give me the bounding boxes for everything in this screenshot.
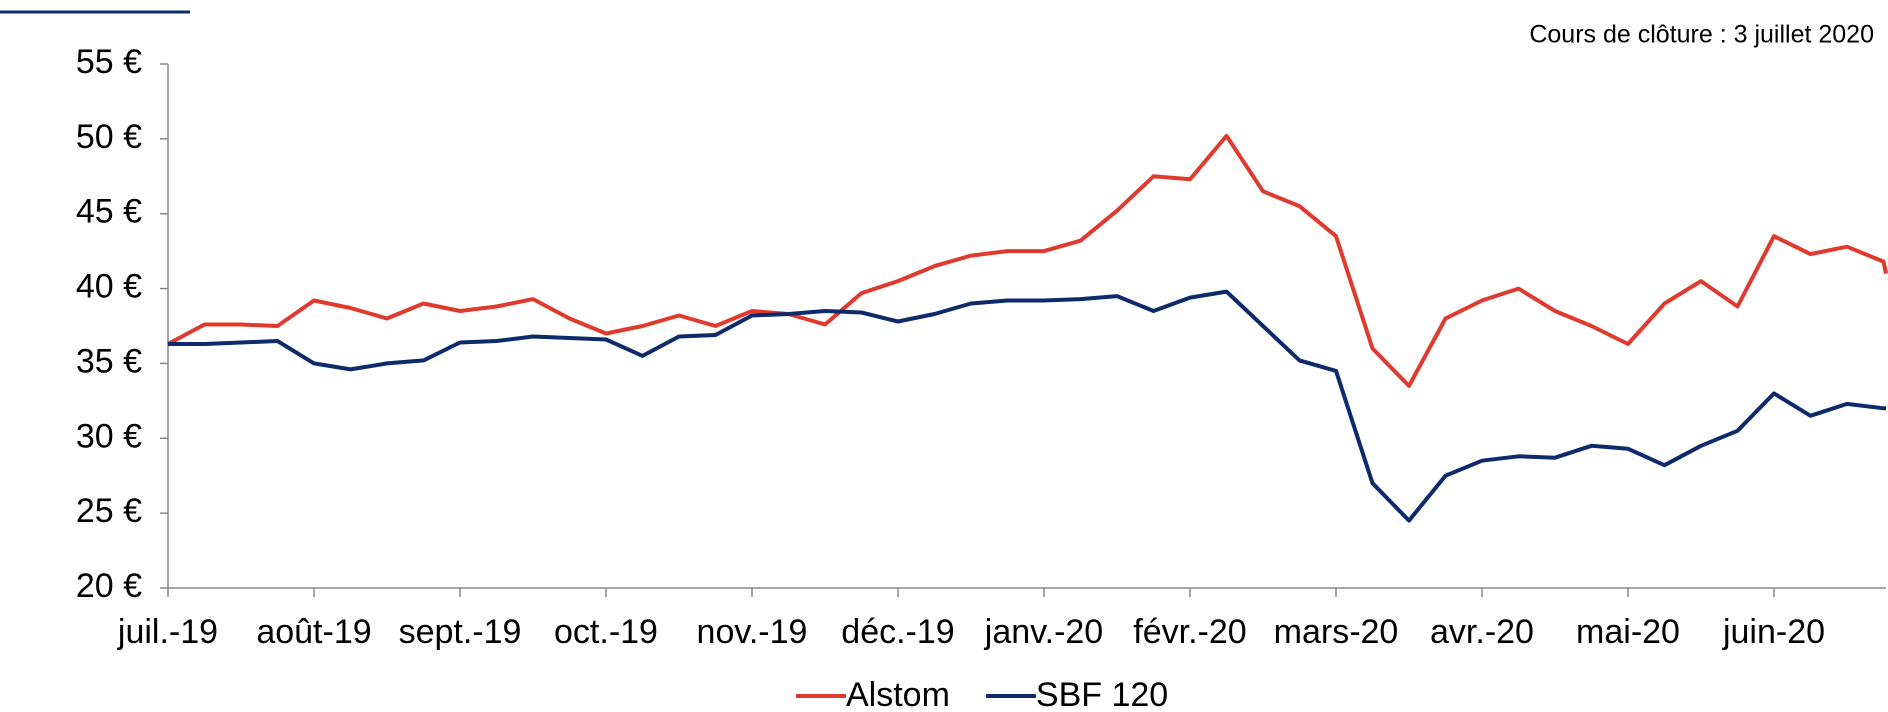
legend-label: SBF 120 (1036, 676, 1168, 712)
x-tick-label: mars-20 (1274, 613, 1399, 651)
x-tick-label: mai-20 (1576, 613, 1680, 651)
x-tick-label: avr.-20 (1430, 613, 1534, 651)
x-tick-label: juil.-19 (117, 613, 218, 651)
series-line (168, 289, 1886, 523)
y-tick-label: 35 € (76, 342, 142, 380)
y-tick-label: 40 € (76, 268, 142, 306)
series-line (167, 133, 1888, 388)
y-tick-label: 50 € (76, 118, 142, 156)
y-tick-label: 20 € (76, 567, 142, 605)
y-tick-label: 55 € (76, 43, 142, 81)
annotation: Cours de clôture : 3 juillet 2020 (1529, 21, 1874, 49)
x-tick-label: janv.-20 (984, 613, 1103, 651)
y-tick-label: 45 € (76, 193, 142, 231)
x-tick-label: nov.-19 (697, 613, 808, 651)
x-tick-label: oct.-19 (554, 613, 658, 651)
x-tick-label: févr.-20 (1133, 613, 1246, 651)
legend-label: Alstom (846, 676, 950, 712)
x-tick-label: sept.-19 (399, 613, 522, 651)
x-tick-label: juin-20 (1722, 613, 1825, 651)
x-tick-label: août-19 (256, 613, 371, 651)
x-tick-label: déc.-19 (841, 613, 954, 651)
y-tick-label: 30 € (76, 417, 142, 455)
y-tick-label: 25 € (76, 492, 142, 530)
